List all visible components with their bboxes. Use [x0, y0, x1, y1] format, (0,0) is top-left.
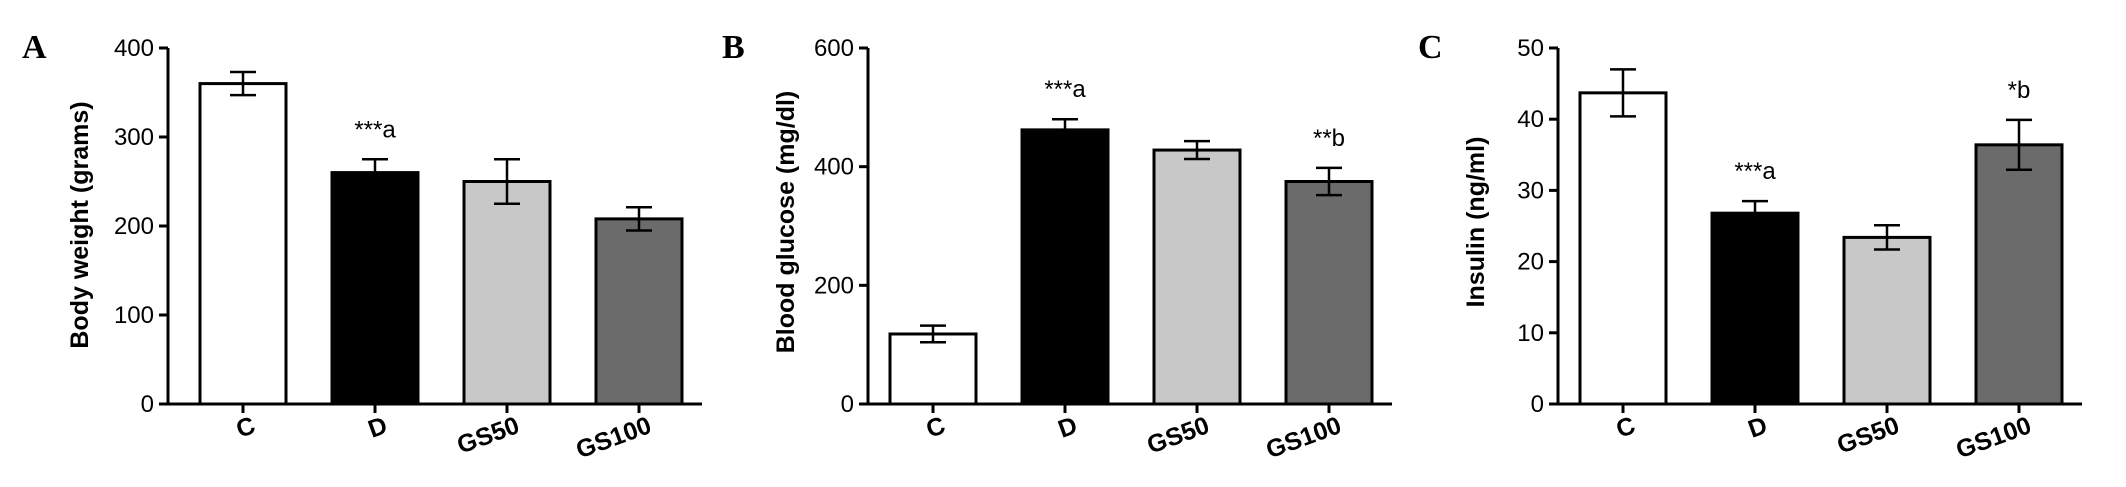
- y-axis-label: Body weight (grams): [66, 101, 94, 348]
- bar-c: [888, 332, 978, 406]
- x-tick-label: GS100: [1952, 411, 2035, 464]
- bar-gs50: [1152, 148, 1242, 406]
- x-tick-label: GS50: [453, 411, 523, 459]
- bar-d: [1020, 128, 1110, 406]
- significance-label: **b: [1313, 125, 1345, 152]
- bar-c: [198, 82, 288, 406]
- panel-letter: C: [1418, 29, 1443, 66]
- y-tick-label: 400: [814, 154, 854, 181]
- y-tick-label: 20: [1517, 249, 1544, 276]
- x-tick-label: D: [1055, 411, 1082, 443]
- bar-gs100: [1974, 143, 2064, 406]
- y-tick-label: 10: [1517, 320, 1544, 347]
- x-tick-label: GS50: [1833, 411, 1903, 459]
- x-tick-label: D: [1745, 411, 1772, 443]
- y-axis-label: Insulin (ng/ml): [1462, 137, 1490, 308]
- panel-a: A Body weight (grams) 0 100 200 300 400 C D ***…: [22, 29, 702, 464]
- plot-area: 0 200 400 600 C D ***a GS50 GS100 **b: [814, 35, 1392, 464]
- bar-gs100: [1284, 180, 1374, 406]
- x-tick-label: D: [365, 411, 392, 443]
- panel-c: C Insulin (ng/ml) 0 10 20 30 40 50 C D ***a GS50 G…: [1418, 29, 2082, 464]
- x-tick-label: GS100: [572, 411, 655, 464]
- bar-gs50: [1842, 235, 1932, 406]
- y-tick-label: 400: [114, 35, 154, 62]
- panel-letter: A: [22, 29, 47, 66]
- bar-gs50: [462, 180, 552, 406]
- x-tick-label: GS100: [1262, 411, 1345, 464]
- bar-gs100: [594, 217, 684, 406]
- plot-area: 0 10 20 30 40 50 C D ***a GS50 GS100 *b: [1517, 35, 2082, 464]
- y-tick-label: 600: [814, 35, 854, 62]
- y-tick-label: 40: [1517, 106, 1544, 133]
- y-tick-label: 50: [1517, 35, 1544, 62]
- y-tick-label: 0: [841, 391, 854, 418]
- plot-area: 0 100 200 300 400 C D ***a GS50 GS100: [114, 35, 702, 464]
- y-tick-label: 200: [114, 213, 154, 240]
- bar-d: [330, 171, 420, 406]
- x-tick-label: C: [923, 411, 950, 443]
- panel-letter: B: [722, 29, 745, 66]
- significance-label: ***a: [1044, 76, 1086, 103]
- significance-label: ***a: [354, 116, 396, 143]
- bar-d: [1710, 211, 1800, 406]
- bar-c: [1578, 91, 1668, 406]
- x-tick-label: GS50: [1143, 411, 1213, 459]
- y-tick-label: 300: [114, 124, 154, 151]
- panel-b: B Blood glucose (mg/dl) 0 200 400 600 C D ***a…: [722, 29, 1392, 464]
- y-tick-label: 0: [1531, 391, 1544, 418]
- significance-label: ***a: [1734, 158, 1776, 185]
- y-axis-label: Blood glucose (mg/dl): [772, 91, 800, 354]
- x-tick-label: C: [233, 411, 260, 443]
- y-tick-label: 100: [114, 302, 154, 329]
- x-tick-label: C: [1613, 411, 1640, 443]
- significance-label: *b: [2008, 77, 2031, 104]
- y-tick-label: 30: [1517, 177, 1544, 204]
- y-tick-label: 0: [141, 391, 154, 418]
- y-tick-label: 200: [814, 272, 854, 299]
